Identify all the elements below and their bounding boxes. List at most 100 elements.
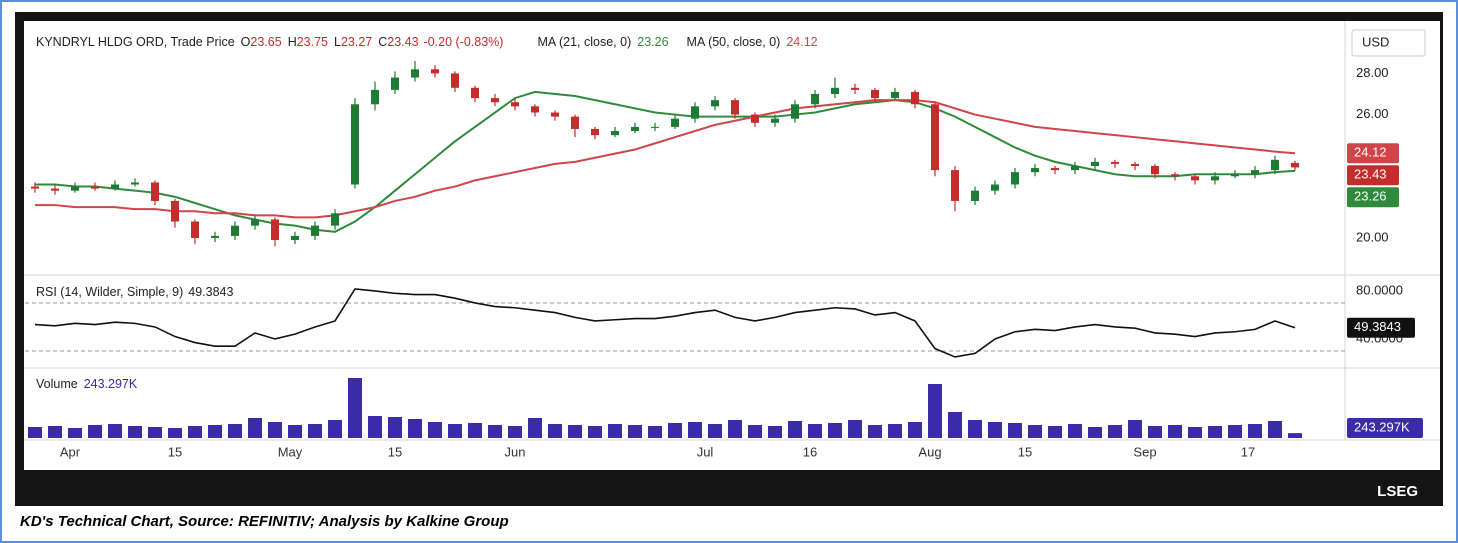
ma-name: MA (50, close, 0) <box>687 35 781 49</box>
volume-bar <box>448 424 462 438</box>
candle-body <box>551 112 559 117</box>
volume-bar <box>668 423 682 438</box>
price-marker-box <box>1347 143 1399 164</box>
volume-bar <box>288 425 302 438</box>
volume-bar <box>928 384 942 438</box>
volume-bar <box>688 422 702 438</box>
x-tick-label: Aug <box>918 444 941 459</box>
volume-bar <box>728 420 742 438</box>
candle-body <box>491 98 499 103</box>
candle-body <box>191 221 199 238</box>
ma-name: MA (21, close, 0) <box>537 35 631 49</box>
volume-bar <box>988 422 1002 438</box>
y-tick-label: 20.00 <box>1356 229 1389 244</box>
y-tick-label: 28.00 <box>1356 65 1389 80</box>
candle-body <box>531 106 539 113</box>
candle-body <box>451 73 459 88</box>
candle-body <box>411 69 419 78</box>
candle-body <box>991 184 999 191</box>
candle-body <box>1271 159 1279 171</box>
volume-bar <box>168 428 182 438</box>
candle-body <box>571 116 579 129</box>
volume-bar <box>68 428 82 438</box>
candle-body <box>891 91 899 99</box>
candle-body <box>151 182 159 201</box>
volume-bar <box>148 427 162 438</box>
ma-value: 24.12 <box>786 35 817 49</box>
candle-body <box>1071 165 1079 171</box>
moving-average-line <box>35 90 1296 233</box>
volume-bar <box>368 416 382 438</box>
currency: USD <box>1362 34 1389 49</box>
volume-bar <box>768 426 782 438</box>
volume-bar <box>808 424 822 438</box>
candle-body <box>1211 176 1219 181</box>
candle-body <box>391 77 399 90</box>
plot: Apr 15 May 15 Jun Jul 16 Aug 15 Sep 17 20.00 26.00 28… <box>25 35 1423 459</box>
rsi-marker-label: 49.3843 <box>1354 319 1401 334</box>
volume-bar <box>908 422 922 438</box>
volume-bar <box>468 423 482 438</box>
candle-body <box>691 106 699 119</box>
candle-body <box>431 69 439 74</box>
volume-bar <box>1228 425 1242 438</box>
x-tick-label: 16 <box>803 444 817 459</box>
price-change: -0.20 (-0.83%) <box>424 35 504 49</box>
volume-bar <box>748 425 762 438</box>
volume-bar <box>48 426 62 438</box>
volume-bar <box>528 418 542 438</box>
rsi-line <box>34 288 1296 358</box>
rsi-value: 49.3843 <box>188 285 233 299</box>
candle-body <box>631 126 639 132</box>
volume-bar <box>348 378 362 438</box>
volume-bar <box>628 425 642 438</box>
ohlc-value: 23.75 <box>297 35 328 49</box>
candle-body <box>1251 170 1259 175</box>
volume-bar <box>828 423 842 438</box>
candle-body <box>1231 174 1239 177</box>
volume-value: 243.297K <box>84 377 138 391</box>
ohlc-key: L <box>334 35 341 49</box>
volume-bar <box>1148 426 1162 438</box>
candle-body <box>951 170 959 201</box>
chart-area <box>24 21 1440 470</box>
price-marker-box <box>1347 165 1399 186</box>
candle-body <box>111 184 119 189</box>
brand-logo: LSEG <box>1377 483 1418 500</box>
volume-bar <box>428 422 442 438</box>
candle-body <box>611 131 619 136</box>
x-tick-label: 15 <box>1018 444 1032 459</box>
volume-bar <box>1208 426 1222 438</box>
volume-bar <box>28 427 42 438</box>
y-tick-label: 26.00 <box>1356 106 1389 121</box>
candle-body <box>1171 174 1179 177</box>
candle-body <box>771 118 779 123</box>
candle-body <box>251 219 259 226</box>
volume-bar <box>208 425 222 438</box>
price-marker-label: 24.12 <box>1354 145 1387 160</box>
candle-body <box>1031 168 1039 173</box>
volume-bar <box>848 420 862 438</box>
ohlc-value: 23.65 <box>250 35 281 49</box>
x-tick-label: 15 <box>168 444 182 459</box>
volume-bar <box>1068 424 1082 438</box>
volume-legend: Volume 243.297K <box>36 377 138 391</box>
volume-bar <box>328 420 342 438</box>
moving-average-line <box>35 99 1296 219</box>
price-legend: KYNDRYL HLDG ORD, Trade Price O23.65 H23.7… <box>36 35 818 49</box>
volume-bar <box>1168 425 1182 438</box>
ohlc-value: 23.43 <box>387 35 418 49</box>
candle-body <box>1111 161 1119 164</box>
candle-body <box>791 104 799 119</box>
candle-body <box>71 186 79 191</box>
rsi-name: RSI (14, Wilder, Simple, 9) <box>36 285 183 299</box>
volume-bar <box>1008 423 1022 438</box>
rsi-marker-box <box>1347 317 1415 338</box>
price-marker-label: 23.26 <box>1354 189 1387 204</box>
candle-body <box>291 235 299 241</box>
price-marker-box <box>1347 187 1399 208</box>
volume-bar <box>228 424 242 438</box>
candle-body <box>51 188 59 191</box>
x-tick-label: May <box>278 444 303 459</box>
